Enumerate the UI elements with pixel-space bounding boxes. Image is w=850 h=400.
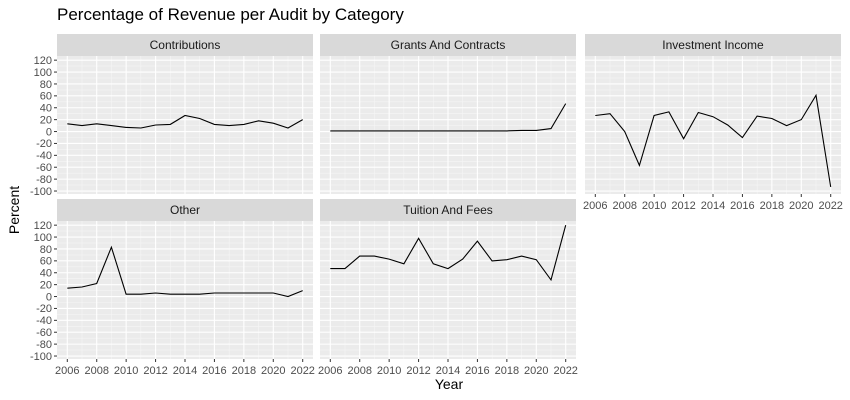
strip-investment-income [585,34,841,56]
x-tick-label: 2022 [290,365,314,377]
y-tick-label: 40 [40,103,52,115]
x-tick-label: 2018 [495,365,519,377]
y-tick-label: 120 [34,220,52,232]
x-tick-label: 2012 [671,200,695,212]
y-tick-label: 80 [40,79,52,91]
y-tick-label: 0 [46,291,52,303]
x-tick-label: 2020 [789,200,813,212]
y-tick-label: 20 [40,279,52,291]
y-tick-label: -60 [36,327,52,339]
strip-label-grants-and-contracts: Grants And Contracts [391,38,506,52]
series-line-tuition-and-fees [330,225,567,282]
x-tick-label: 2018 [760,200,784,212]
chart-panels: Contributions Grants And Contracts Investm… [57,34,841,359]
x-tick-label: 2006 [583,200,607,212]
y-tick-label: 20 [40,114,52,126]
series-line-grants-and-contracts [330,103,567,132]
chart-title: Percentage of Revenue per Audit by Categ… [57,5,404,24]
y-tick-label: -60 [36,162,52,174]
y-axis-title: Percent [6,186,22,234]
x-tick-label: 2012 [406,365,430,377]
y-tick-label: -80 [36,339,52,351]
x-tick-label: 2010 [377,365,401,377]
strip-label-other: Other [170,203,200,217]
x-tick-label: 2008 [84,365,108,377]
series-line-other [67,245,303,298]
x-tick-label: 2016 [202,365,226,377]
series-line-contributions [67,114,303,129]
x-tick-label: 2014 [173,365,197,377]
y-tick-label: 120 [34,55,52,67]
x-tick-label: 2008 [347,365,371,377]
y-tick-label: -100 [30,351,52,363]
x-tick-label: 2016 [465,365,489,377]
y-tick-label: 60 [40,256,52,268]
strip-grants-and-contracts [320,34,576,56]
y-tick-label: -40 [36,150,52,162]
y-tick-label: 40 [40,268,52,280]
strip-label-tuition-and-fees: Tuition And Fees [403,203,493,217]
y-tick-label: -80 [36,174,52,186]
x-tick-label: 2018 [232,365,256,377]
x-axis-title: Year [435,376,464,392]
strip-other [57,199,313,221]
panel-contributions: Contributions [57,34,313,194]
x-tick-label: 2006 [318,365,342,377]
y-tick-label: -20 [36,303,52,315]
y-tick-label: -20 [36,138,52,150]
panel-tuition-and-fees: Tuition And Fees [320,199,576,359]
y-tick-label: 100 [34,67,52,79]
x-tick-label: 2014 [701,200,725,212]
panel-investment-income: Investment Income [585,34,841,194]
y-tick-label: -40 [36,315,52,327]
x-tick-label: 2012 [143,365,167,377]
x-tick-label: 2022 [553,365,577,377]
panel-other: Other [57,199,313,359]
strip-label-contributions: Contributions [150,38,221,52]
panel-grants-and-contracts: Grants And Contracts [320,34,576,194]
x-tick-label: 2010 [114,365,138,377]
x-tick-label: 2016 [730,200,754,212]
x-tick-label: 2014 [436,365,460,377]
x-tick-label: 2020 [261,365,285,377]
y-tick-label: 80 [40,244,52,256]
x-tick-label: 2020 [524,365,548,377]
y-tick-label: -100 [30,186,52,198]
strip-contributions [57,34,313,56]
y-tick-label: 0 [46,126,52,138]
series-line-investment-income [595,93,832,187]
x-tick-label: 2022 [818,200,842,212]
x-tick-label: 2008 [612,200,636,212]
x-tick-label: 2006 [55,365,79,377]
y-tick-label: 100 [34,232,52,244]
x-tick-label: 2010 [642,200,666,212]
strip-label-investment-income: Investment Income [662,38,764,52]
strip-tuition-and-fees [320,199,576,221]
y-tick-label: 60 [40,91,52,103]
